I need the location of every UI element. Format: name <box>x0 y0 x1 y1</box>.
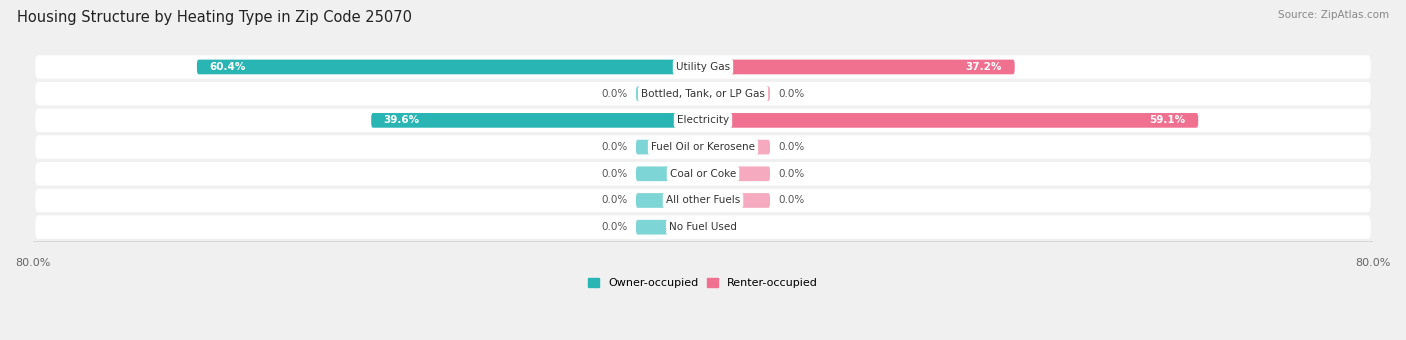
Text: 0.0%: 0.0% <box>602 195 627 205</box>
FancyBboxPatch shape <box>636 167 703 181</box>
Text: 3.7%: 3.7% <box>692 222 721 232</box>
FancyBboxPatch shape <box>35 55 1371 79</box>
FancyBboxPatch shape <box>703 167 770 181</box>
FancyBboxPatch shape <box>35 216 1371 239</box>
FancyBboxPatch shape <box>636 193 703 208</box>
Text: Utility Gas: Utility Gas <box>676 62 730 72</box>
Legend: Owner-occupied, Renter-occupied: Owner-occupied, Renter-occupied <box>583 273 823 292</box>
FancyBboxPatch shape <box>371 113 703 128</box>
Text: Electricity: Electricity <box>676 115 730 125</box>
FancyBboxPatch shape <box>35 135 1371 159</box>
FancyBboxPatch shape <box>35 108 1371 132</box>
Text: 60.4%: 60.4% <box>209 62 246 72</box>
Text: 0.0%: 0.0% <box>779 142 804 152</box>
FancyBboxPatch shape <box>703 220 734 235</box>
FancyBboxPatch shape <box>636 220 703 235</box>
Text: Coal or Coke: Coal or Coke <box>669 169 737 179</box>
FancyBboxPatch shape <box>703 193 770 208</box>
Text: 0.0%: 0.0% <box>779 195 804 205</box>
Text: 59.1%: 59.1% <box>1150 115 1185 125</box>
FancyBboxPatch shape <box>35 162 1371 186</box>
Text: 0.0%: 0.0% <box>602 222 627 232</box>
Text: No Fuel Used: No Fuel Used <box>669 222 737 232</box>
Text: All other Fuels: All other Fuels <box>666 195 740 205</box>
FancyBboxPatch shape <box>35 82 1371 105</box>
Text: 0.0%: 0.0% <box>602 169 627 179</box>
Text: 0.0%: 0.0% <box>779 169 804 179</box>
Text: Housing Structure by Heating Type in Zip Code 25070: Housing Structure by Heating Type in Zip… <box>17 10 412 25</box>
FancyBboxPatch shape <box>636 86 703 101</box>
FancyBboxPatch shape <box>197 59 703 74</box>
FancyBboxPatch shape <box>636 140 703 154</box>
Text: 37.2%: 37.2% <box>966 62 1002 72</box>
FancyBboxPatch shape <box>703 113 1198 128</box>
Text: 0.0%: 0.0% <box>602 142 627 152</box>
Text: 39.6%: 39.6% <box>384 115 420 125</box>
Text: 0.0%: 0.0% <box>779 89 804 99</box>
Text: Source: ZipAtlas.com: Source: ZipAtlas.com <box>1278 10 1389 20</box>
FancyBboxPatch shape <box>703 86 770 101</box>
Text: 0.0%: 0.0% <box>602 89 627 99</box>
Text: Bottled, Tank, or LP Gas: Bottled, Tank, or LP Gas <box>641 89 765 99</box>
FancyBboxPatch shape <box>703 140 770 154</box>
FancyBboxPatch shape <box>703 59 1015 74</box>
FancyBboxPatch shape <box>35 189 1371 212</box>
Text: Fuel Oil or Kerosene: Fuel Oil or Kerosene <box>651 142 755 152</box>
